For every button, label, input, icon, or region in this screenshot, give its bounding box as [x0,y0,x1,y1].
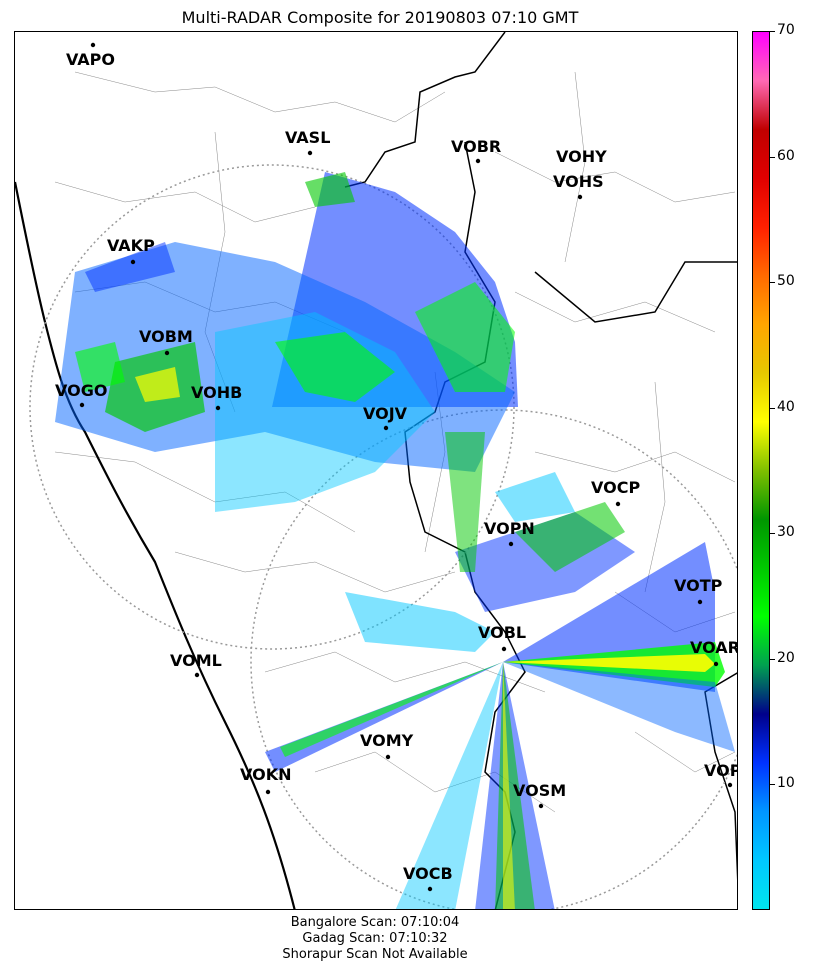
station-label-vasl: VASL [285,128,330,147]
station-label-votp: VOTP [674,576,723,595]
radar-map[interactable]: VAPO VASL VOBR VOHY VOHS VAKP VOBM VOGO … [14,31,738,910]
colorbar-tick-label: 10 [777,775,795,792]
station-label-vopc: VOPC [704,761,738,780]
map-title: Multi-RADAR Composite for 20190803 07:10… [181,8,579,27]
station-label-vojv: VOJV [363,404,408,423]
gadag-scan-time: Gadag Scan: 07:10:32 [302,931,448,946]
reflectivity-echoes [55,172,735,909]
station-label-vapo: VAPO [66,50,115,69]
station-label-vobm: VOBM [139,327,193,346]
reflectivity-colorbar [752,31,770,910]
colorbar-tick-label: 30 [777,524,795,541]
colorbar-tick [770,784,775,786]
station-label-vogo: VOGO [55,381,107,400]
station-label-vohs: VOHS [553,172,604,191]
bangalore-radar-range [250,409,737,909]
state-boundary-ne [534,261,737,323]
colorbar-tick [770,533,775,535]
station-label-vokn: VOKN [240,765,292,784]
colorbar-tick-label: 60 [777,147,795,164]
colorbar-tick-label: 40 [777,398,795,415]
colorbar-tick [770,31,775,32]
scan-times: Bangalore Scan: 07:10:04 Gadag Scan: 07:… [0,915,750,963]
east-coast [704,672,737,881]
colorbar-tick-label: 20 [777,649,795,666]
station-label-voml: VOML [170,651,222,670]
station-labels: VAPO VASL VOBR VOHY VOHS VAKP VOBM VOGO … [55,50,738,883]
colorbar-tick [770,156,775,158]
colorbar-tick [770,282,775,284]
station-label-vocb: VOCB [403,864,453,883]
station-label-vopn: VOPN [484,519,535,538]
state-boundary [344,32,506,188]
colorbar-tick [770,658,775,660]
shorapur-scan-status: Shorapur Scan Not Available [282,947,468,962]
station-label-vobl: VOBL [478,623,526,642]
station-label-vosm: VOSM [513,781,566,800]
station-label-voar: VOAR [690,638,738,657]
colorbar-tick [770,407,775,409]
station-label-vohy: VOHY [556,147,607,166]
colorbar-tick-label: 70 [777,22,795,38]
coastline [15,181,296,909]
bangalore-scan-time: Bangalore Scan: 07:10:04 [290,915,460,930]
station-label-vakp: VAKP [107,236,155,255]
station-label-vomy: VOMY [360,731,414,750]
station-label-vohb: VOHB [191,383,242,402]
station-label-vobr: VOBR [451,137,501,156]
radar-map-canvas: VAPO VASL VOBR VOHY VOHS VAKP VOBM VOGO … [15,32,738,909]
station-markers [79,42,733,892]
station-label-vocp: VOCP [591,478,640,497]
colorbar-tick-label: 50 [777,273,795,290]
